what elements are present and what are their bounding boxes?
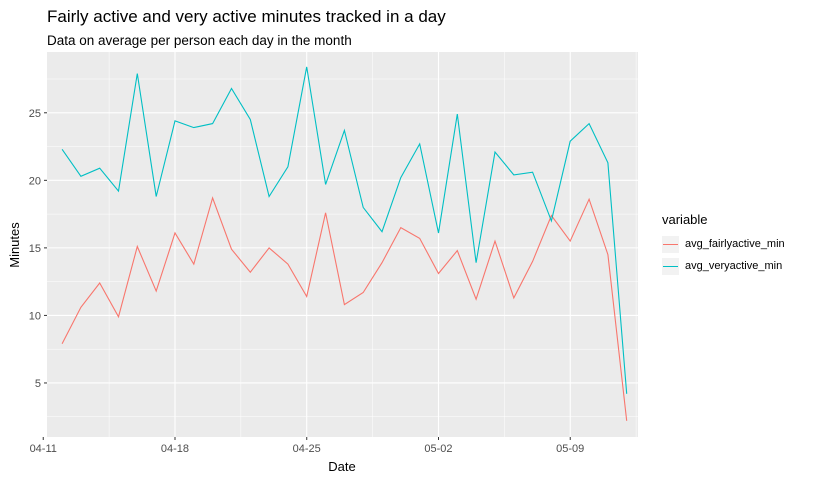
chart-subtitle: Data on average per person each day in t…: [47, 33, 352, 48]
y-axis-title: Minutes: [7, 222, 22, 268]
legend-label-veryactive: avg_veryactive_min: [685, 260, 783, 272]
plot-panel: [47, 52, 638, 437]
x-tick-label: 04-25: [293, 443, 321, 455]
series-line-fairlyactive: [61, 196, 628, 421]
chart-title: Fairly active and very active minutes tr…: [47, 7, 446, 26]
y-tick-label: 20: [29, 175, 41, 187]
series-lines: [61, 66, 628, 421]
x-tick-label: 05-02: [424, 443, 452, 455]
x-tick-label: 04-11: [30, 443, 57, 455]
legend-title: variable: [662, 212, 708, 227]
y-tick-label: 25: [29, 108, 41, 120]
x-tick-label: 05-09: [556, 443, 584, 455]
series-line-veryactive: [61, 66, 628, 394]
legend-key-fairlyactive: [662, 235, 679, 253]
legend-key-veryactive: [662, 257, 679, 275]
legend-label-fairlyactive: avg_fairlyactive_min: [685, 238, 785, 250]
legend-item-veryactive: avg_veryactive_min: [662, 255, 785, 277]
minor-gridlines: [47, 52, 638, 437]
legend-item-fairlyactive: avg_fairlyactive_min: [662, 233, 785, 255]
legend: variable avg_fairlyactive_min avg_veryac…: [662, 212, 785, 277]
axis-ticks: 5 10 15 20 25 04-11 04-18 04-25 05-02 05-09: [29, 108, 585, 455]
y-tick-label: 10: [29, 310, 41, 322]
x-axis-title: Date: [328, 459, 355, 474]
x-tick-label: 04-18: [161, 443, 189, 455]
y-tick-label: 5: [35, 378, 41, 390]
major-gridlines: [42, 52, 638, 437]
y-tick-label: 15: [29, 243, 41, 255]
